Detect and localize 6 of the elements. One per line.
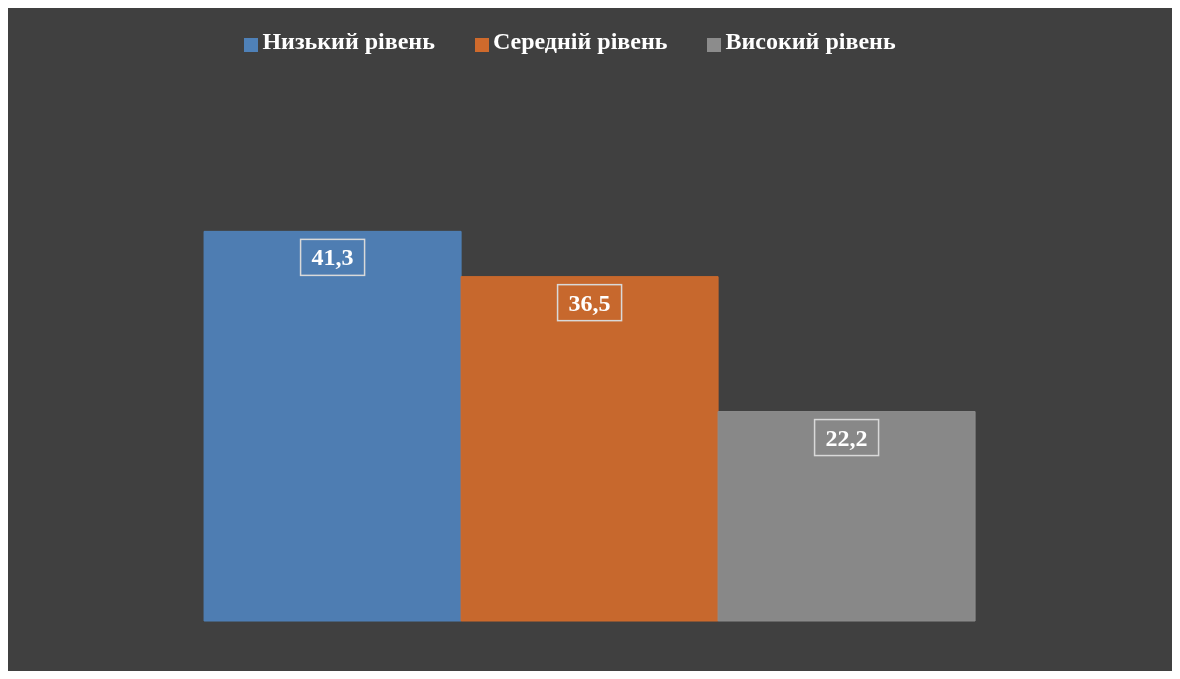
legend-label: Середній рівень bbox=[492, 28, 668, 54]
data-label: 36,5 bbox=[568, 289, 611, 316]
legend-label: Низький рівень bbox=[262, 28, 435, 54]
data-label: 41,3 bbox=[311, 244, 354, 271]
data-label: 22,2 bbox=[825, 424, 868, 451]
legend-label: Високий рівень bbox=[725, 28, 896, 54]
